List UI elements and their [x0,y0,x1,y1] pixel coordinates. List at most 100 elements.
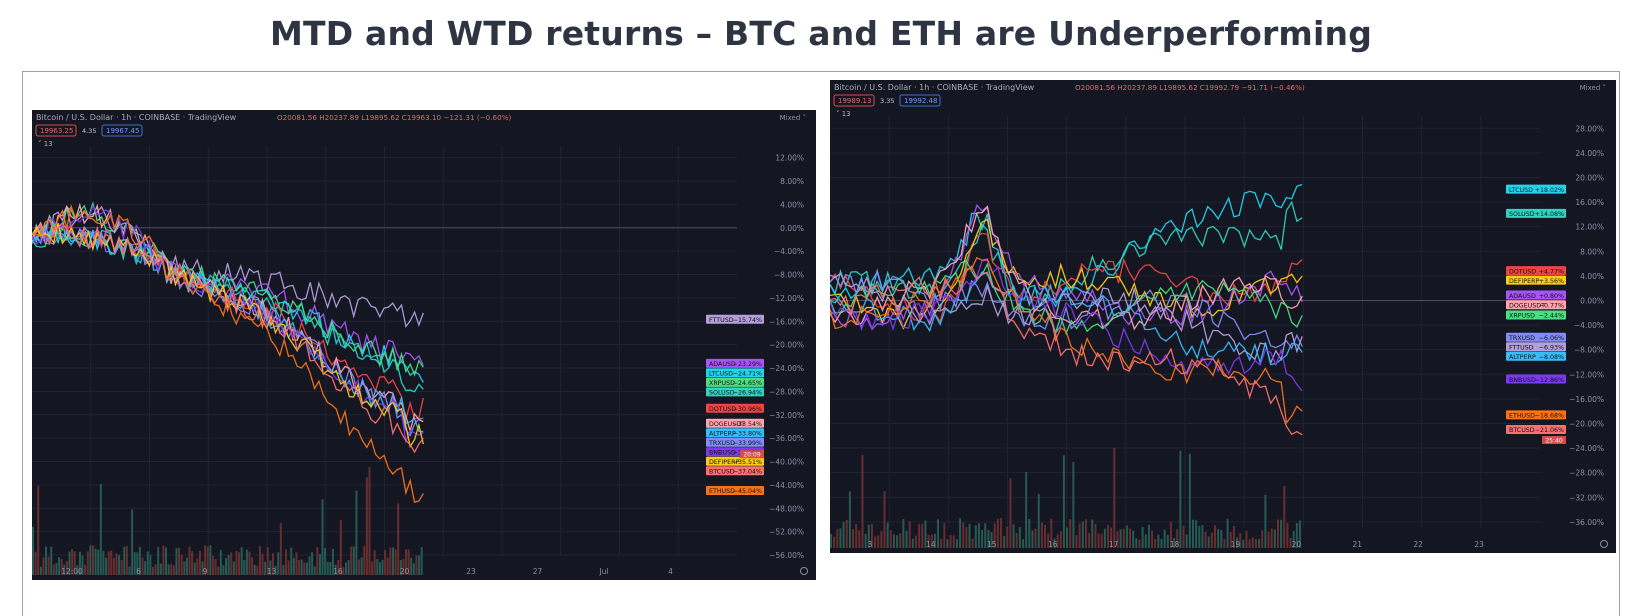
series-tag-bg [706,485,764,495]
volume-bar [337,560,340,575]
volume-bar [245,549,248,575]
volume-bar [1280,519,1283,548]
wtd-chart[interactable]: 28.00% 24.00% 20.00% 16.00% 12.00% 8.00% 4.00%… [830,80,1616,553]
series-tag-bg [1506,351,1566,361]
price-tag: 20:09 [743,452,760,459]
bid-box [833,94,875,107]
scale-mode-label[interactable]: Mixed ˅ [1580,84,1606,92]
volume-bar [313,566,316,575]
series-tag-name: TRXUSD [708,440,735,447]
y-tick-label: −52.00% [769,528,804,537]
volume-bar [1103,528,1106,548]
y-tick-label: −32.00% [769,411,804,420]
volume-bar [1236,537,1239,548]
volume-bar [172,565,175,575]
series-line-solusd[interactable] [830,200,1303,313]
volume-bar [905,530,908,548]
series-line-ethusd[interactable] [830,256,1303,425]
series-tag-bg [1506,332,1566,342]
series-line-trxusd[interactable] [830,268,1303,350]
series-tag-bg [1506,342,1566,352]
series-line-ethusd[interactable] [32,203,424,504]
series-line-btcusd[interactable] [830,265,1303,436]
volume-bar [360,557,363,575]
volume-bar [329,562,332,575]
volume-bar [1251,537,1254,548]
volume-bar [833,536,836,548]
volume-bar [71,548,74,575]
series-tag-value: +14.08% [1535,211,1564,218]
volume-bar [324,548,327,575]
chart-symbol: Bitcoin / U.S. Dollar · 1h · COINBASE · … [834,83,1035,92]
indicator-count[interactable]: ˅ 13 [38,140,53,148]
volume-bar [128,566,131,575]
volume-bar [376,559,379,575]
y-tick-label: 4.00% [1580,272,1604,281]
volume-bar [371,561,374,575]
x-tick-label: 20 [400,567,410,576]
volume-bar [138,546,141,575]
series-line-btcusd[interactable] [32,221,424,454]
series-tag-bg [706,314,764,324]
settings-icon[interactable] [800,567,808,575]
volume-bar [1018,526,1021,548]
volume-bar [217,566,220,575]
volume-bar [410,557,413,575]
volume-bar [32,526,34,575]
settings-icon[interactable] [1600,540,1608,548]
volume-bar [842,522,845,548]
volume-bar [924,520,927,548]
series-line-defiperp[interactable] [32,222,424,449]
mtd-chart-panel: 12.00% 8.00% 4.00% 0.00% −4.00% −8.00% −12.00%… [32,110,816,580]
series-tag-value: −33.80% [733,430,762,437]
indicator-count[interactable]: ˅ 13 [836,110,851,118]
series-tag-value: −24.65% [733,380,762,387]
series-tag-bg [706,368,764,378]
series-tag-trxusd: TRXUSD −6.06% [1506,332,1566,342]
series-line-altperp[interactable] [830,271,1303,366]
series-line-dogeusdt[interactable] [830,205,1303,331]
volume-bar [219,550,222,575]
volume-bar [1059,531,1062,548]
volume-bar [911,538,914,548]
series-tag-bg [1506,290,1566,300]
volume-bar [1207,536,1210,548]
y-tick-label: −32.00% [1569,493,1604,502]
volume-bar [984,523,987,548]
volume-bar [308,556,311,575]
ask-price: 19992.48 [904,97,937,105]
volume-bar [65,560,68,575]
volume-bar [1204,531,1207,548]
volume-bar [290,547,293,575]
volume-bar [300,559,303,575]
volume-bar [47,556,50,575]
series-line-bnbusd[interactable] [830,259,1303,392]
volume-bar [50,546,53,575]
volume-bar [1248,539,1251,548]
series-tag-value: −15.74% [733,317,762,324]
series-tag-name: DOTUSD [709,406,736,413]
bid-box [35,124,77,137]
series-tag-ethusd: ETHUSD−45.04% [706,485,764,495]
series-tag-dotusd: DOTUSD +4.77% [1506,266,1566,275]
series-tag-value: −21.06% [1535,427,1564,434]
series-tag-value: −35.51% [733,459,762,466]
volume-bar [183,561,186,575]
volume-bar [222,565,225,575]
series-line-fttusd[interactable] [830,272,1303,365]
series-line-solusd[interactable] [32,221,424,393]
series-line-fttusd[interactable] [32,205,424,329]
volume-bar [144,561,147,575]
volume-bar [420,547,423,575]
volume-bar [418,555,421,575]
volume-bar [1214,525,1217,548]
volume-bar [204,545,207,575]
volume-bar [78,551,81,575]
mtd-chart[interactable]: 12.00% 8.00% 4.00% 0.00% −4.00% −8.00% −12.00%… [32,110,816,580]
y-tick-label: 12.00% [1575,223,1604,232]
volume-bar [63,564,66,575]
series-tag-value: −33.99% [733,440,762,447]
series-line-xrpusd[interactable] [32,201,424,377]
scale-mode-label[interactable]: Mixed ˅ [780,114,806,122]
series-tag-bg [706,428,764,438]
